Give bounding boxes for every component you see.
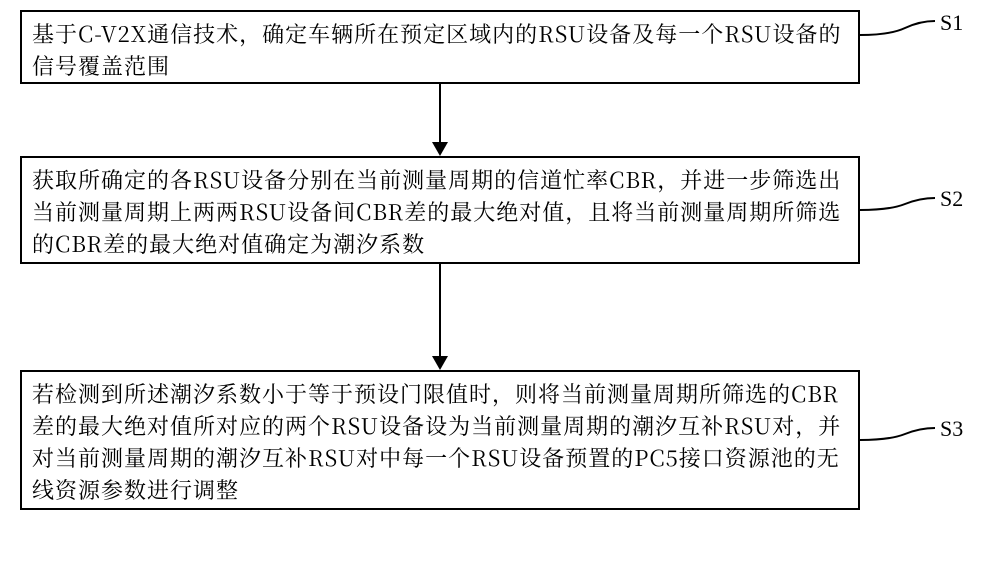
step-text-s2: 获取所确定的各RSU设备分别在当前测量周期的信道忙率CBR，并进一步筛选出当前测… <box>32 164 848 260</box>
label-s1: S1 <box>940 10 963 36</box>
flowchart-container: 基于C-V2X通信技术，确定车辆所在预定区域内的RSU设备及每一个RSU设备的信… <box>0 0 1000 578</box>
step-box-s1: 基于C-V2X通信技术，确定车辆所在预定区域内的RSU设备及每一个RSU设备的信… <box>20 10 860 84</box>
arrow-head-2-3 <box>432 356 448 370</box>
label-s2: S2 <box>940 186 963 212</box>
step-box-s3: 若检测到所述潮汐系数小于等于预设门限值时，则将当前测量周期所筛选的CBR差的最大… <box>20 370 860 510</box>
leader-s2 <box>860 192 938 222</box>
step-box-s2: 获取所确定的各RSU设备分别在当前测量周期的信道忙率CBR，并进一步筛选出当前测… <box>20 156 860 264</box>
leader-s3 <box>860 422 938 452</box>
step-text-s1: 基于C-V2X通信技术，确定车辆所在预定区域内的RSU设备及每一个RSU设备的信… <box>32 18 848 82</box>
label-s3: S3 <box>940 416 963 442</box>
arrow-head-1-2 <box>432 142 448 156</box>
arrow-line-1-2 <box>439 84 441 142</box>
step-text-s3: 若检测到所述潮汐系数小于等于预设门限值时，则将当前测量周期所筛选的CBR差的最大… <box>32 378 848 506</box>
leader-s1 <box>860 16 938 46</box>
arrow-line-2-3 <box>439 264 441 356</box>
